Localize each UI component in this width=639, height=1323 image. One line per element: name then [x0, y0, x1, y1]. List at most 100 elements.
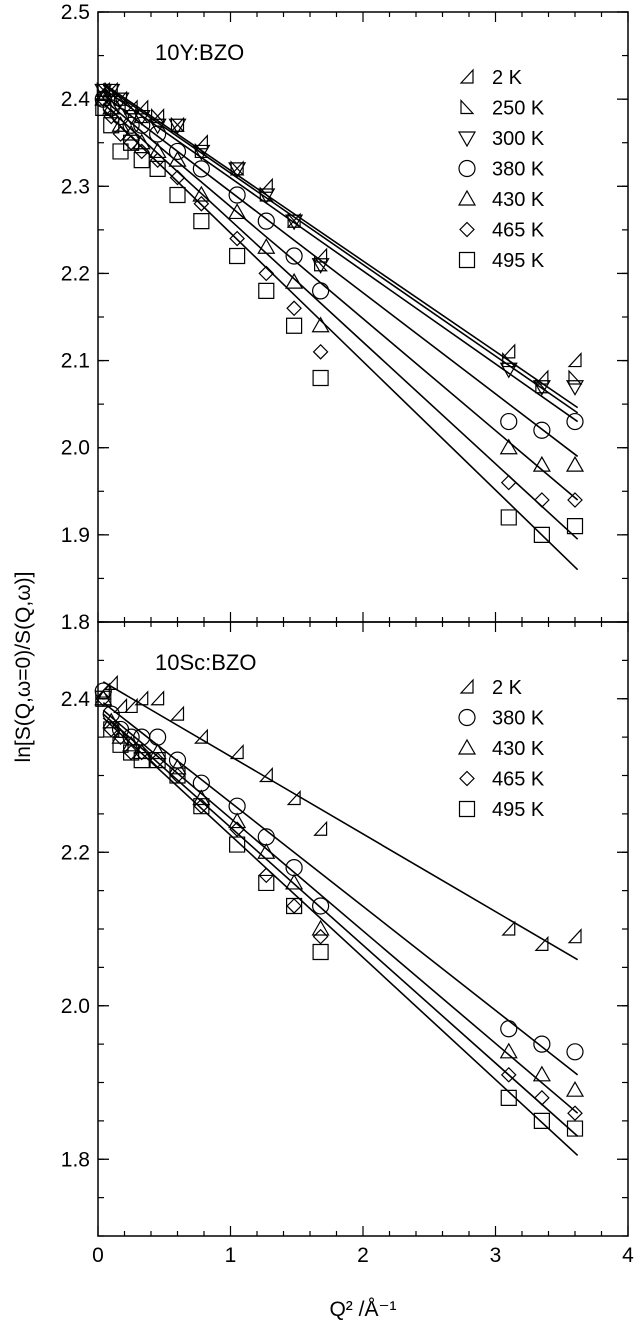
- data-point: [259, 186, 274, 202]
- series-430k: [94, 89, 585, 472]
- data-point: [170, 705, 185, 721]
- data-point: [285, 272, 304, 289]
- data-point: [311, 919, 330, 936]
- data-point: [257, 843, 276, 859]
- data-point: [499, 1042, 518, 1059]
- legend-label: 430 K: [492, 738, 545, 760]
- data-point: [229, 247, 246, 265]
- y-tick-label: 2.4: [61, 88, 91, 111]
- data-point: [565, 1080, 585, 1097]
- data-point: [111, 727, 130, 744]
- data-point: [313, 247, 328, 263]
- series-495k: [95, 690, 584, 1137]
- data-point: [122, 735, 141, 752]
- data-point: [286, 898, 302, 914]
- data-point: [193, 728, 208, 744]
- data-point: [501, 343, 516, 359]
- data-point: [193, 195, 210, 212]
- fit-line-465k: [102, 713, 579, 1137]
- legend-marker: [459, 68, 474, 84]
- data-point: [312, 928, 329, 945]
- legend-label: 380 K: [492, 708, 545, 730]
- data-point: [230, 160, 245, 176]
- fit-line-380k: [102, 94, 579, 458]
- legend-label: 300 K: [492, 128, 545, 150]
- data-point: [499, 362, 518, 379]
- data-point: [567, 352, 582, 368]
- series-300k: [94, 83, 585, 396]
- data-point: [150, 690, 165, 706]
- data-point: [567, 1105, 583, 1122]
- legend-label: 495 K: [492, 250, 545, 272]
- panel-title: 10Sc:BZO: [155, 650, 256, 675]
- y-tick-label: 2.2: [61, 262, 90, 285]
- data-point: [169, 767, 186, 784]
- data-point: [311, 316, 330, 333]
- data-point: [312, 897, 330, 915]
- data-point: [133, 152, 150, 169]
- data-point: [103, 674, 118, 690]
- data-point: [94, 89, 113, 106]
- fit-line-495k: [102, 109, 579, 571]
- data-point: [258, 766, 273, 783]
- data-point: [112, 143, 129, 160]
- data-point: [148, 743, 167, 760]
- data-point: [149, 752, 166, 769]
- data-point: [228, 203, 247, 220]
- data-point: [499, 438, 518, 455]
- data-point: [169, 169, 186, 186]
- data-point: [566, 518, 584, 535]
- data-point: [500, 474, 517, 491]
- data-point: [123, 134, 140, 151]
- fit-line-250k: [102, 84, 579, 414]
- data-point: [500, 1089, 517, 1106]
- data-point: [170, 116, 185, 132]
- data-point: [134, 690, 149, 706]
- data-point: [168, 118, 187, 135]
- data-point: [258, 867, 275, 884]
- data-point: [533, 1035, 551, 1053]
- data-point: [258, 177, 273, 193]
- data-point: [312, 369, 329, 387]
- panels: 1.8 1.9 2.0 2.1 2.2 2.3 2.4 2.5 10Y:BZO 2 K 250 K 3…: [61, 1, 634, 1267]
- panel-1: 1.8 1.9 2.0 2.1 2.2 2.3 2.4 2.5 10Y:BZO 2 K 250 K 3…: [61, 1, 629, 634]
- data-point: [501, 920, 516, 936]
- data-point: [122, 109, 141, 126]
- data-point: [534, 492, 550, 508]
- series-250k: [96, 81, 583, 394]
- data-point: [122, 116, 140, 134]
- data-point: [286, 300, 302, 317]
- x-tick-label: 0: [92, 1244, 104, 1267]
- fit-line-2k: [102, 681, 579, 961]
- data-point: [111, 116, 130, 132]
- data-point: [94, 689, 113, 706]
- data-point: [533, 1112, 550, 1129]
- data-point: [112, 126, 129, 142]
- legend-marker: [459, 678, 474, 694]
- y-tick-label: 2.0: [61, 995, 90, 1018]
- data-point: [102, 712, 121, 729]
- series-495k: [95, 99, 584, 543]
- fit-line-380k: [102, 701, 579, 1076]
- data-point: [287, 212, 302, 228]
- data-point: [102, 83, 121, 100]
- legend-label: 250 K: [492, 98, 545, 120]
- series-465k: [95, 91, 583, 508]
- data-point: [566, 412, 584, 431]
- x-tick-label: 2: [357, 1244, 369, 1267]
- fit-line-2k: [102, 82, 579, 409]
- data-point: [532, 380, 551, 396]
- data-point: [133, 116, 151, 134]
- y-tick-label: 2.4: [61, 688, 91, 711]
- data-point: [133, 744, 150, 761]
- y-tick-label: 2.5: [61, 1, 90, 24]
- data-point: [533, 421, 551, 439]
- legend-marker: [458, 159, 476, 178]
- data-point: [257, 238, 276, 254]
- y-tick-label: 2.2: [61, 841, 90, 864]
- data-point: [193, 798, 210, 815]
- data-point: [500, 509, 517, 526]
- data-point: [192, 160, 210, 178]
- legend-label: 465 K: [492, 220, 545, 242]
